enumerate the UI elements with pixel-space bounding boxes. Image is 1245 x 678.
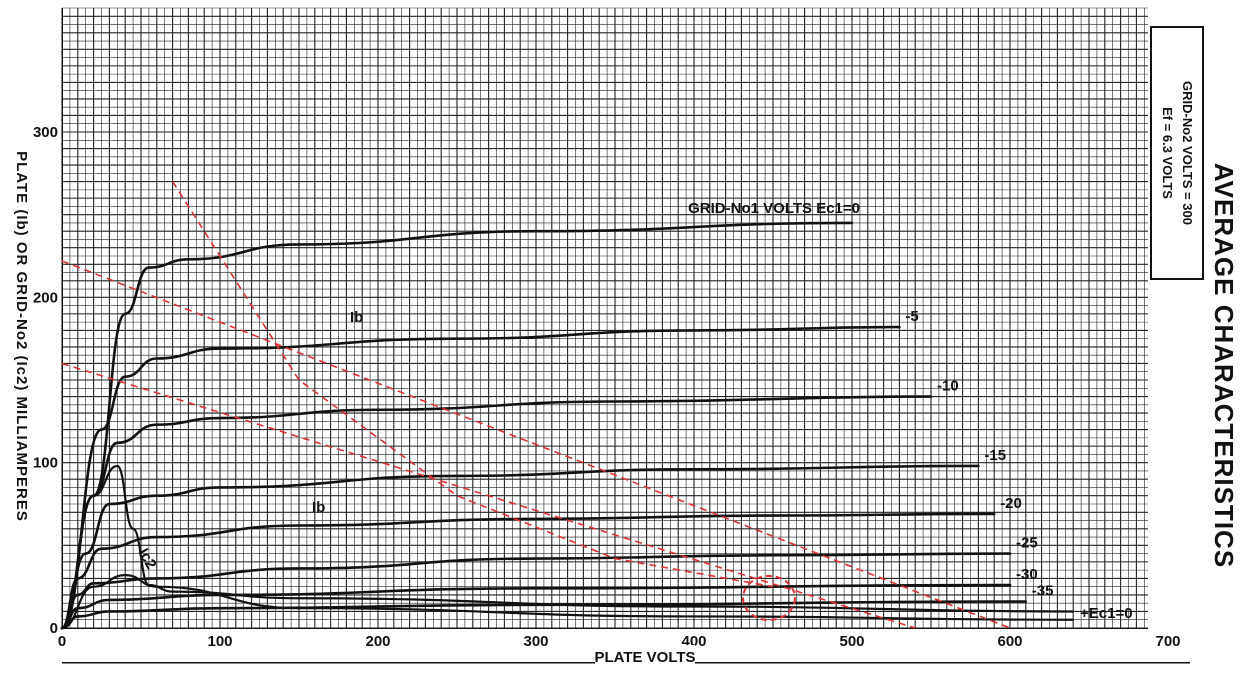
- curve-0: [60, 221, 854, 630]
- x-axis-line: [62, 628, 1148, 629]
- xlabel-bg: [595, 645, 695, 667]
- y-tick-label: 300: [33, 124, 58, 141]
- overlay-line-2: [171, 181, 774, 588]
- curve-labels: GRID-No1 VOLTS Ec1=0 -5 -10 -15 -20 -25 -30-35: [688, 200, 1053, 600]
- curve-8: [60, 464, 1075, 630]
- overlay-line-0: [61, 260, 1011, 629]
- curve-3: [60, 464, 980, 630]
- x-tick-label: 200: [365, 633, 390, 650]
- chart-title-wrap: AVERAGE CHARACTERISTICS: [1206, 135, 1242, 595]
- curve-label: -35: [1032, 583, 1054, 600]
- red-overlay-lines: [61, 181, 1011, 629]
- y-tick-label: 200: [33, 289, 58, 306]
- x-tick-label: 100: [207, 633, 232, 650]
- y-axis-line: [62, 8, 63, 628]
- operating-point-circle: [742, 575, 796, 621]
- y-axis-label-wrap: PLATE (Ib) OR GRID-No2 (Ic2) MILLIAMPERE…: [6, 96, 36, 576]
- x-tick-label: 0: [58, 633, 66, 650]
- curve-label: -15: [984, 447, 1006, 464]
- x-tick-label: 700: [1155, 633, 1180, 650]
- annotation-1: Ib: [312, 499, 325, 516]
- curve-label: -5: [905, 308, 918, 325]
- curve-4: [60, 512, 996, 630]
- x-tick-label: 500: [839, 633, 864, 650]
- y-tick-label: 100: [33, 455, 58, 472]
- curve-label: -20: [1000, 495, 1022, 512]
- note-screen-volts: GRID-No2 VOLTS = 300: [1180, 81, 1196, 225]
- annotation-0: Ib: [350, 309, 363, 326]
- x-tick-label: 600: [997, 633, 1022, 650]
- curve-5: [60, 552, 1012, 630]
- curve-label: -30: [1016, 566, 1038, 583]
- y-tick-label: 0: [50, 620, 58, 637]
- y-tick-labels: 0 100 200 300: [33, 124, 58, 637]
- curve-label: -25: [1016, 535, 1038, 552]
- x-tick-label: 300: [523, 633, 548, 650]
- curve-9: [60, 573, 1075, 630]
- annotation-3: +Ec1=0: [1080, 605, 1133, 622]
- y-axis-label: PLATE (Ib) OR GRID-No2 (Ic2) MILLIAMPERE…: [12, 150, 30, 522]
- overlay-line-1: [61, 362, 916, 629]
- curve-6: [60, 583, 1012, 630]
- note-filament: Ef = 6.3 VOLTS: [1160, 107, 1175, 199]
- chart-title: AVERAGE CHARACTERISTICS: [1209, 162, 1240, 568]
- curves: [60, 221, 1075, 630]
- curve-1: [60, 325, 901, 630]
- curve-label: GRID-No1 VOLTS Ec1=0: [688, 200, 860, 217]
- conditions-box: Ef = 6.3 VOLTS GRID-No2 VOLTS = 300: [1150, 26, 1204, 280]
- x-axis-label: PLATE VOLTS: [594, 649, 695, 666]
- grid-lines: [61, 7, 1148, 629]
- curve-label: -10: [937, 378, 959, 395]
